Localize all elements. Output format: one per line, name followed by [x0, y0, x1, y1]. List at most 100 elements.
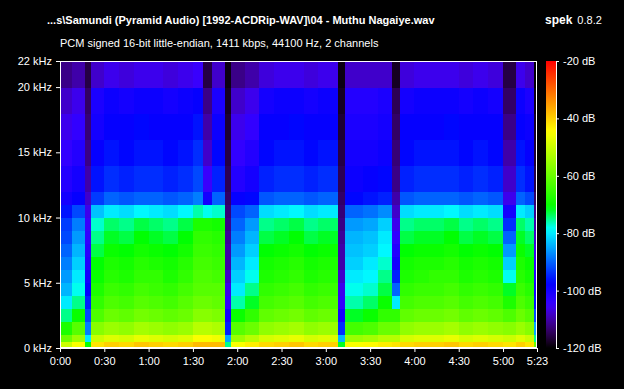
cell [429, 335, 444, 342]
cell [488, 283, 503, 297]
cell [193, 283, 204, 297]
cell [134, 113, 149, 140]
tick-mark [282, 348, 283, 352]
cell [378, 296, 393, 310]
tick: 3:00 [316, 348, 337, 367]
cell [193, 231, 204, 245]
cell [72, 218, 86, 232]
cell [149, 191, 164, 205]
cell [231, 87, 245, 114]
cell [525, 87, 534, 114]
cell [274, 87, 289, 114]
cell [203, 231, 212, 245]
cell [363, 296, 378, 310]
cell [414, 113, 429, 140]
cell [119, 113, 134, 140]
cell [444, 113, 459, 140]
cell [104, 296, 119, 310]
title: ...s\Samundi (Pyramid Audio) [1992-ACDRi… [47, 14, 435, 26]
tick-label: 5:23 [527, 355, 548, 367]
tick-label: 10 kHz [18, 212, 52, 224]
cell [245, 335, 260, 342]
cell [392, 322, 400, 336]
cell [414, 165, 429, 192]
cell [193, 139, 204, 166]
cell [414, 335, 429, 342]
cell [259, 322, 274, 336]
cell [60, 296, 72, 310]
cell [338, 257, 346, 271]
cell [134, 322, 149, 336]
tick-label: 0:30 [94, 355, 115, 367]
cell [289, 139, 304, 166]
cell [225, 283, 231, 297]
cell [363, 87, 378, 114]
cell [516, 165, 525, 192]
cell [85, 257, 91, 271]
cell [304, 244, 319, 258]
cell [363, 257, 378, 271]
cell [338, 61, 346, 88]
cell [338, 270, 346, 284]
cell [178, 270, 193, 284]
cell [378, 139, 393, 166]
cell [318, 139, 338, 166]
cell [473, 335, 488, 342]
axis-line [56, 62, 61, 349]
cell [245, 205, 260, 219]
cell [488, 244, 503, 258]
cell [134, 165, 149, 192]
tick-label: 0 kHz [24, 342, 52, 354]
cell [72, 283, 86, 297]
cell [378, 283, 393, 297]
cell [245, 270, 260, 284]
cell [203, 244, 212, 258]
cell [149, 218, 164, 232]
cell [304, 165, 319, 192]
cell [225, 113, 231, 140]
tick-label: 2:00 [227, 355, 248, 367]
cell [503, 165, 517, 192]
cell [444, 139, 459, 166]
cell [72, 244, 86, 258]
cell [259, 191, 274, 205]
cell [225, 270, 231, 284]
cell [91, 309, 105, 323]
cell [60, 205, 72, 219]
cell [163, 231, 178, 245]
cell [149, 335, 164, 342]
cell [503, 257, 517, 271]
cell [400, 244, 415, 258]
cell [212, 296, 226, 310]
cell [203, 309, 212, 323]
cell [338, 335, 346, 342]
tick-mark [56, 152, 60, 153]
cell [345, 205, 363, 219]
cell [318, 87, 338, 114]
cell [444, 244, 459, 258]
cell [225, 218, 231, 232]
cell [245, 61, 260, 88]
cell [149, 113, 164, 140]
tick-mark [414, 348, 415, 352]
cell [516, 283, 525, 297]
cell [516, 87, 525, 114]
cell [85, 191, 91, 205]
cell [72, 191, 86, 205]
cell [473, 165, 488, 192]
cell [178, 322, 193, 336]
cell [459, 139, 474, 166]
cell [134, 205, 149, 219]
cell [414, 218, 429, 232]
cell [459, 205, 474, 219]
cell [203, 257, 212, 271]
cell [503, 218, 517, 232]
cell [225, 244, 231, 258]
cell [119, 283, 134, 297]
app-version: 0.8.2 [577, 14, 601, 26]
cell [212, 322, 226, 336]
cell [178, 61, 193, 88]
cell [304, 218, 319, 232]
cell [444, 218, 459, 232]
cell [318, 61, 338, 88]
